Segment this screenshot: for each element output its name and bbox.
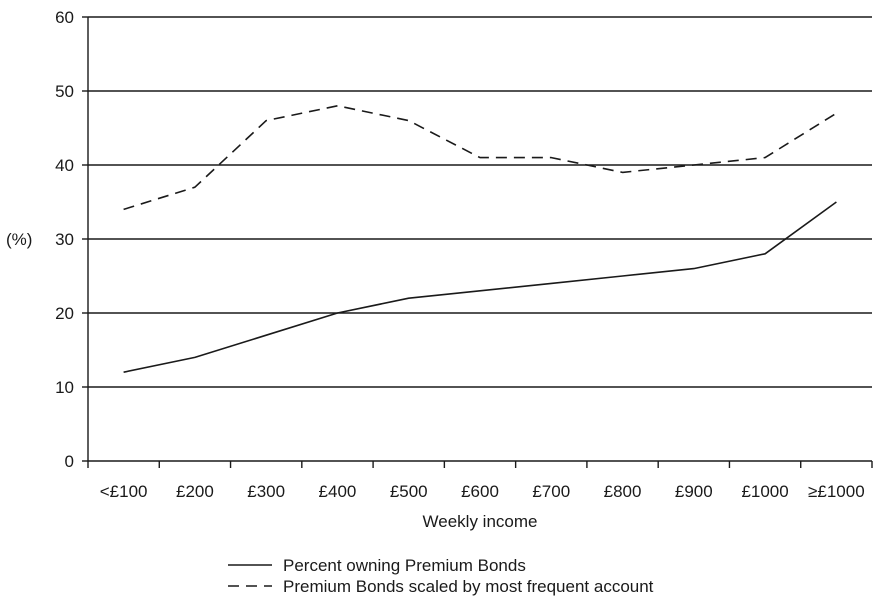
x-tick-label: £900 (675, 482, 713, 501)
x-tick-label: £400 (319, 482, 357, 501)
y-tick-label: 50 (55, 82, 74, 101)
y-tick-label: 10 (55, 378, 74, 397)
x-tick-label: £200 (176, 482, 214, 501)
x-tick-label: £600 (461, 482, 499, 501)
x-ticks: <£100 £200 £300 £400 £500 £600 £700 £800 £900 £10… (87, 461, 873, 501)
x-tick-label: £1000 (741, 482, 788, 501)
y-axis-title: (%) (6, 230, 32, 249)
axes (87, 17, 872, 462)
x-tick-label: £800 (604, 482, 642, 501)
y-tick-label: 60 (55, 8, 74, 27)
legend-label-scaled: Premium Bonds scaled by most frequent ac… (283, 577, 654, 596)
y-tick-label: 20 (55, 304, 74, 323)
x-tick-label: ≥£1000 (808, 482, 865, 501)
series-line-owning (123, 201, 837, 373)
y-tick-labels: 0 10 20 30 40 50 60 (55, 8, 74, 471)
series-line-scaled (123, 105, 837, 211)
y-tick-label: 30 (55, 230, 74, 249)
series-lines (123, 105, 837, 373)
x-tick-label: £500 (390, 482, 428, 501)
x-tick-label: <£100 (100, 482, 148, 501)
legend-label-owning: Percent owning Premium Bonds (283, 556, 526, 575)
gridlines (82, 16, 872, 462)
y-tick-label: 40 (55, 156, 74, 175)
x-tick-label: £700 (532, 482, 570, 501)
y-tick-label: 0 (65, 452, 74, 471)
x-axis-title: Weekly income (423, 512, 538, 531)
legend: Percent owning Premium Bonds Premium Bon… (228, 556, 654, 596)
x-tick-label: £300 (247, 482, 285, 501)
